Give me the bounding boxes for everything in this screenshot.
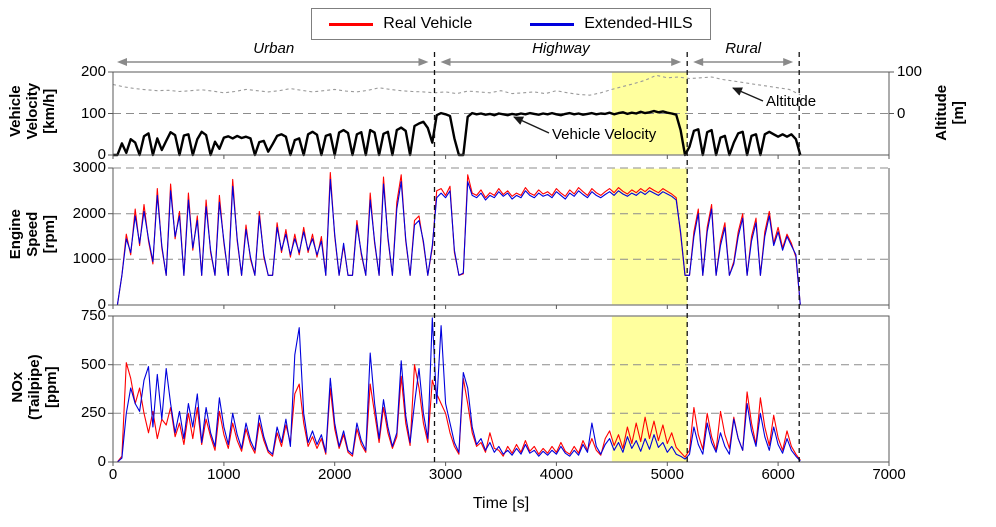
y-tick-label-nox-750: 750 <box>80 307 106 324</box>
x-tick-label-5000: 5000 <box>650 466 684 483</box>
legend-swatch-real-vehicle <box>329 22 374 26</box>
y-tick-label-engine-1000: 1000 <box>72 250 106 268</box>
legend-swatch-extended-hils <box>530 22 575 26</box>
x-tick-label-0: 0 <box>108 466 118 483</box>
altitude-tick-label-0: 0 <box>897 104 906 122</box>
arrowhead-right-highway <box>671 58 682 66</box>
y-axis-title-altitude: Altitude [m] <box>933 84 967 141</box>
y-axis-title-nox: NOx (Tailpipe) [ppm] <box>8 354 60 420</box>
legend: Real Vehicle Extended-HILS <box>311 8 711 40</box>
y-tick-label-engine-0: 0 <box>97 296 106 313</box>
arrowhead-left-highway <box>440 58 451 66</box>
region-label-urban: Urban <box>253 40 295 57</box>
y-tick-label-velocity-100: 100 <box>80 104 106 122</box>
x-tick-label-2000: 2000 <box>318 466 352 483</box>
series-velocity-altitude <box>112 74 801 96</box>
y-tick-label-nox-250: 250 <box>80 404 106 422</box>
series-nox-extended-hils <box>113 317 801 463</box>
x-tick-label-3000: 3000 <box>428 466 463 483</box>
arrowhead-left-rural <box>693 58 704 66</box>
region-label-rural: Rural <box>725 40 762 57</box>
y-tick-label-velocity-200: 200 <box>80 63 106 80</box>
arrowhead-right-urban <box>418 58 429 66</box>
region-label-highway: Highway <box>532 40 590 57</box>
x-axis-title: Time [s] <box>472 495 530 512</box>
y-tick-label-nox-0: 0 <box>97 453 106 470</box>
series-engine-real-vehicle <box>113 172 801 306</box>
x-tick-label-6000: 6000 <box>761 466 795 483</box>
legend-label-real-vehicle: Real Vehicle <box>383 15 473 32</box>
arrowhead-left-urban <box>117 58 127 66</box>
legend-label-extended-hils: Extended-HILS <box>584 15 693 32</box>
annotation-arrow-vehicle-velocity <box>513 116 550 134</box>
panel-border-nox <box>112 315 890 463</box>
y-tick-label-nox-500: 500 <box>80 355 106 373</box>
series-engine-extended-hils <box>113 178 801 306</box>
series-velocity-vehicle-velocity <box>113 109 802 157</box>
y-tick-label-engine-3000: 3000 <box>72 159 106 176</box>
y-axis-title-velocity: Vehicle Velocity [km/h] <box>6 82 58 140</box>
annotation-altitude: Altitude <box>766 93 817 110</box>
x-tick-label-7000: 7000 <box>872 466 906 483</box>
y-tick-label-velocity-0: 0 <box>97 146 106 163</box>
x-tick-label-1000: 1000 <box>207 466 241 483</box>
annotation-arrow-altitude <box>732 87 764 102</box>
y-tick-label-engine-2000: 2000 <box>72 204 106 222</box>
arrowhead-right-rural <box>783 58 794 66</box>
highlight-band-panel-2 <box>611 316 688 462</box>
annotation-vehicle-velocity: Vehicle Velocity <box>552 126 657 143</box>
legend-item-real-vehicle: Real Vehicle <box>329 15 472 33</box>
x-tick-label-4000: 4000 <box>539 466 574 483</box>
y-axis-title-engine: Engine Speed [rpm] <box>6 209 58 260</box>
altitude-tick-label-100: 100 <box>897 63 923 80</box>
legend-item-extended-hils: Extended-HILS <box>530 15 693 33</box>
highlight-band-panel-1 <box>611 168 688 305</box>
series-nox-real-vehicle <box>113 362 801 463</box>
